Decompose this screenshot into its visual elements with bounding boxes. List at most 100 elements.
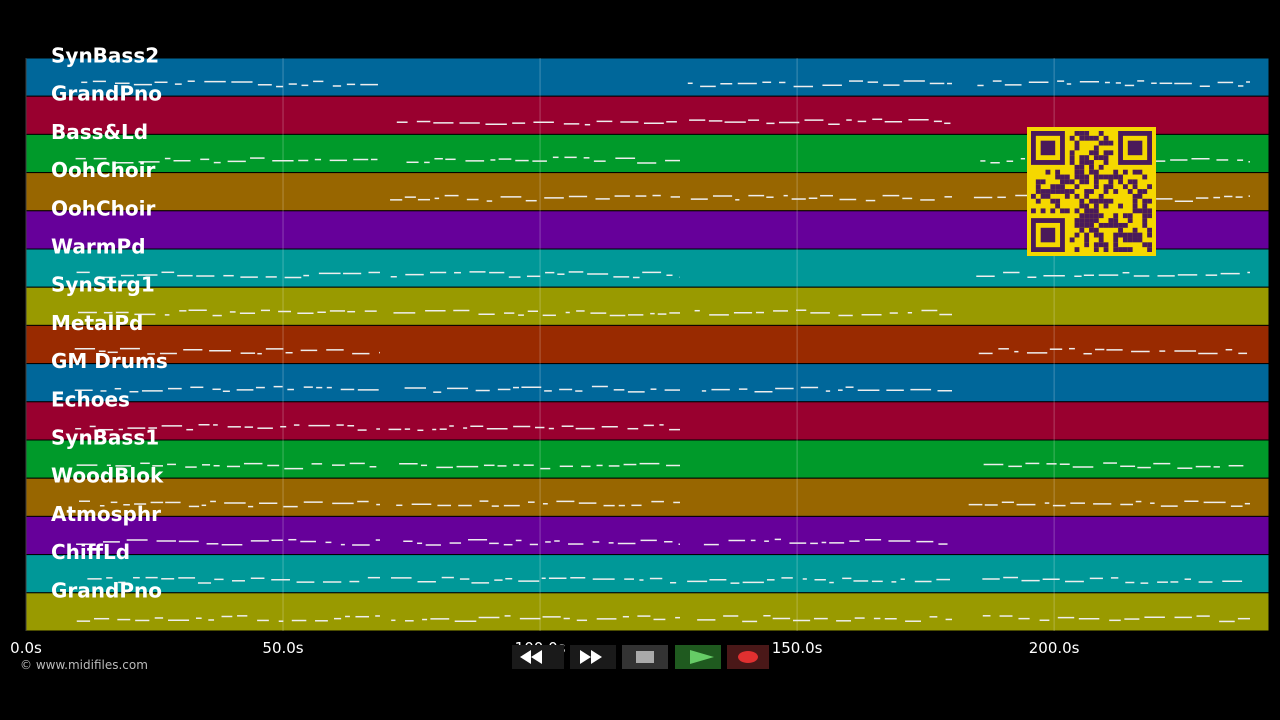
qr-module <box>1055 203 1061 209</box>
qr-module <box>1035 179 1041 185</box>
qr-module <box>1132 179 1138 185</box>
record-icon <box>738 651 758 663</box>
qr-module <box>1147 198 1152 204</box>
qr-module <box>1074 193 1080 199</box>
track-band <box>25 554 1270 594</box>
qr-module <box>1147 232 1152 238</box>
qr-module <box>1060 174 1065 180</box>
track-band <box>25 592 1270 632</box>
qr-module <box>1093 227 1099 233</box>
qr-module <box>1147 247 1152 252</box>
qr-module <box>1064 208 1070 214</box>
track-name: SynBass2 <box>51 44 159 68</box>
qr-module <box>1074 222 1080 228</box>
qr-module <box>1079 169 1085 175</box>
qr-module <box>1079 203 1085 209</box>
qr-module <box>1137 189 1143 194</box>
qr-module <box>1074 145 1080 151</box>
qr-module <box>1103 135 1109 141</box>
track-name: GrandPno <box>51 578 162 602</box>
qr-module <box>1118 203 1123 209</box>
qr-module <box>1113 174 1119 180</box>
qr-module <box>1089 164 1094 170</box>
qr-module <box>1079 164 1085 170</box>
qr-module <box>1035 198 1041 204</box>
qr-module <box>1122 232 1128 238</box>
rewind-icon <box>520 650 542 664</box>
qr-module <box>1069 189 1075 194</box>
qr-module <box>1132 203 1138 209</box>
track-name: GM Drums <box>51 349 168 373</box>
qr-module <box>1093 242 1099 248</box>
track-name: SynBass1 <box>51 426 159 450</box>
qr-module <box>1103 247 1109 252</box>
qr-module <box>1103 198 1109 204</box>
qr-module <box>1127 218 1133 223</box>
qr-module <box>1089 208 1094 214</box>
qr-module <box>1137 193 1143 199</box>
qr-module <box>1127 189 1133 194</box>
time-tick-label: 50.0s <box>262 639 303 657</box>
qr-module <box>1108 140 1114 146</box>
qr-module <box>1113 169 1119 175</box>
qr-module <box>1079 131 1085 136</box>
track-name: WarmPd <box>51 235 146 259</box>
qr-module <box>1055 169 1061 175</box>
qr-module <box>1142 203 1148 209</box>
track-name: Echoes <box>51 387 130 411</box>
qr-module <box>1122 169 1128 175</box>
qr-module <box>1093 232 1099 238</box>
qr-module <box>1069 135 1075 141</box>
track-band <box>25 286 1270 326</box>
qr-module <box>1118 222 1123 228</box>
qr-module <box>1079 155 1085 161</box>
qr-module <box>1142 208 1148 214</box>
qr-module <box>1093 169 1099 175</box>
qr-module <box>1113 218 1119 223</box>
qr-module <box>1050 184 1056 190</box>
qr-module <box>1142 222 1148 228</box>
qr-module <box>1050 208 1056 214</box>
qr-module <box>1113 242 1119 248</box>
qr-module <box>1084 189 1090 194</box>
qr-module <box>1142 174 1148 180</box>
qr-module <box>1127 237 1133 243</box>
track-name: SynStrg1 <box>51 273 155 297</box>
play-icon <box>690 650 714 664</box>
qr-module <box>1127 179 1133 185</box>
qr-module <box>1079 179 1085 185</box>
qr-module <box>1142 242 1148 248</box>
qr-module <box>1035 189 1041 194</box>
qr-module <box>1084 232 1090 238</box>
qr-module <box>1074 131 1080 136</box>
qr-module <box>1093 155 1099 161</box>
qr-module <box>1040 193 1046 199</box>
qr-module <box>1098 155 1104 161</box>
track-band <box>25 57 1270 97</box>
qr-module <box>1074 247 1080 252</box>
qr-module <box>1098 193 1104 199</box>
qr-module <box>1147 208 1152 214</box>
qr-module <box>1113 189 1119 194</box>
qr-module <box>1093 150 1099 156</box>
qr-module <box>1089 213 1094 219</box>
qr-module <box>1132 169 1138 175</box>
track-name: WoodBlok <box>51 464 164 488</box>
qr-finder <box>1040 227 1056 243</box>
qr-module <box>1045 189 1051 194</box>
qr-module <box>1098 140 1104 146</box>
qr-module <box>1084 203 1090 209</box>
qr-module <box>1122 213 1128 219</box>
qr-module <box>1064 189 1070 194</box>
track-band <box>25 515 1270 556</box>
qr-module <box>1132 208 1138 214</box>
track-band <box>25 324 1270 365</box>
track-band <box>25 477 1270 517</box>
qr-module <box>1079 218 1085 223</box>
qr-module <box>1050 189 1056 194</box>
qr-module <box>1098 174 1104 180</box>
qr-module <box>1069 160 1075 165</box>
qr-module <box>1108 198 1114 204</box>
qr-module <box>1089 169 1094 175</box>
qr-module <box>1132 237 1138 243</box>
